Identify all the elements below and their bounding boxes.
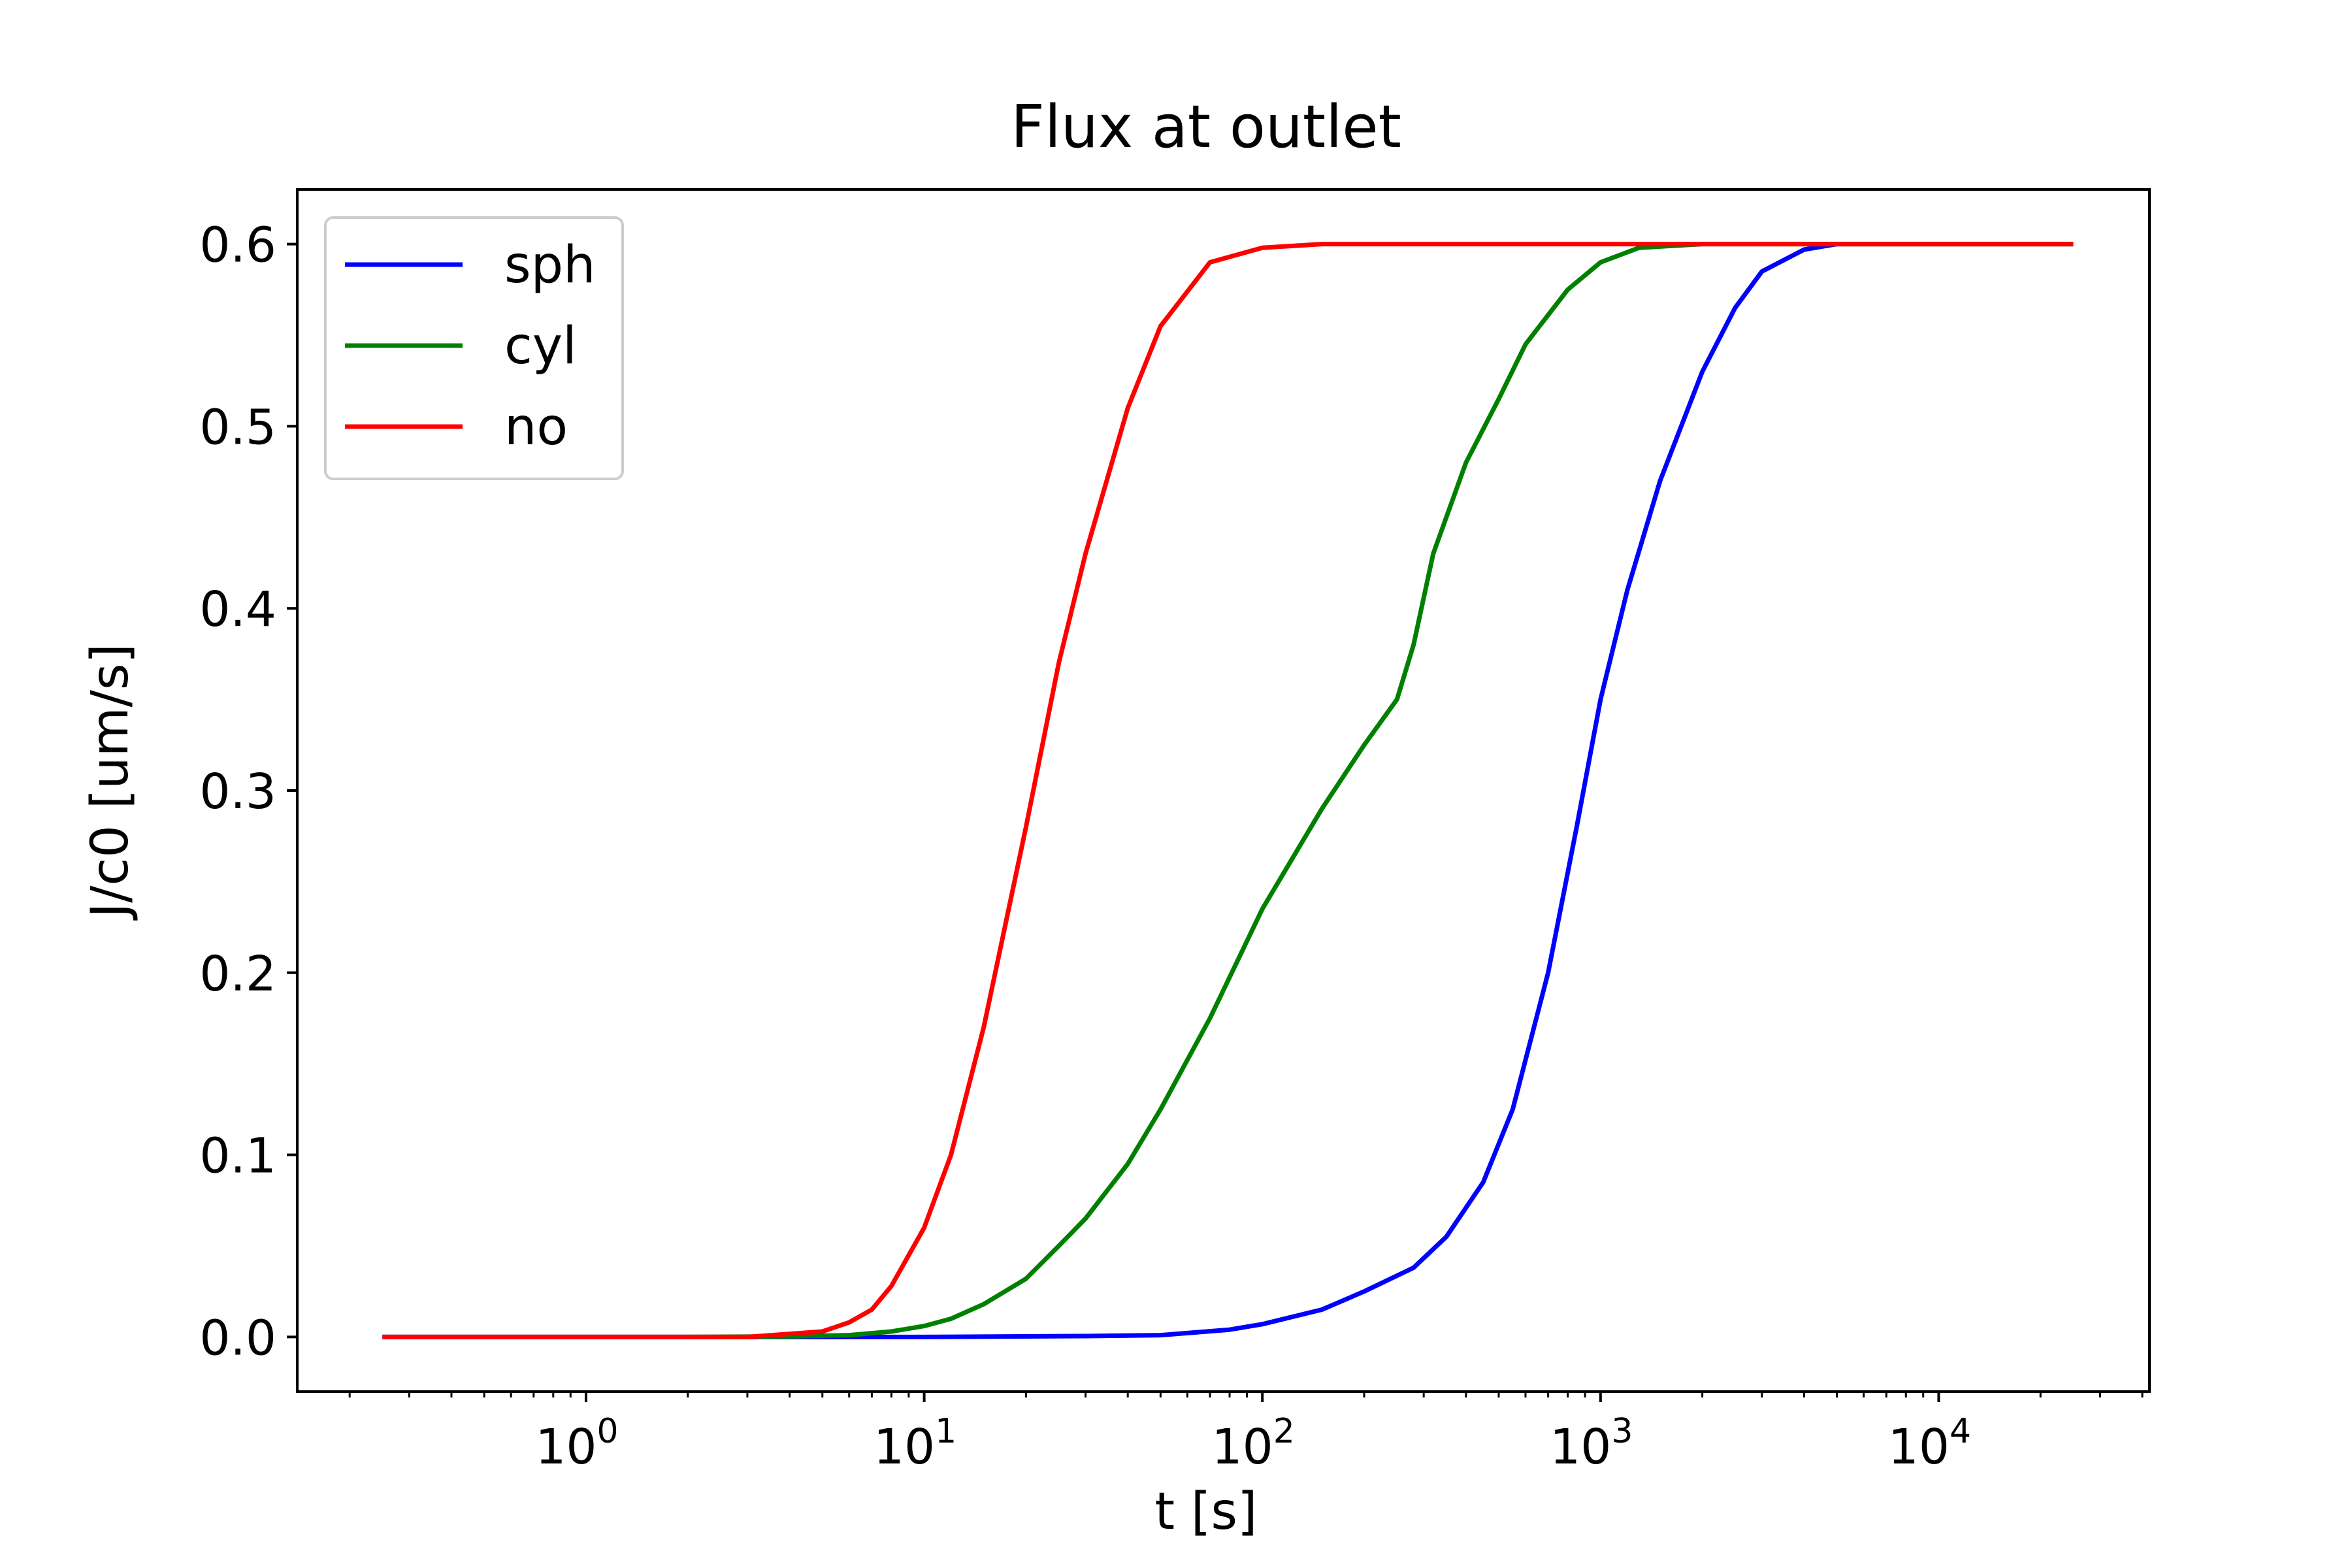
x-tick-label: 103 [1550,1412,1633,1475]
series-layer [382,242,2074,1339]
x-tick-label: 102 [1212,1412,1295,1475]
y-tick-label: 0.3 [199,764,276,820]
x-tick-base: 10 [874,1419,935,1475]
series-line-sph [382,242,2074,1339]
chart-title: Flux at outlet [1011,93,1401,161]
legend-box [324,216,624,480]
x-tick-base: 10 [1212,1419,1273,1475]
series-line-cyl [382,242,2074,1339]
x-tick-exponent: 4 [1950,1412,1971,1451]
y-tick-label: 0.2 [199,946,276,1002]
x-tick-exponent: 1 [935,1412,956,1451]
x-tick-label: 101 [874,1412,956,1475]
legend-label-cyl: cyl [504,317,577,376]
y-tick-label: 0.6 [199,218,276,274]
legend: sph cyl no [324,216,624,480]
x-tick-base: 10 [535,1419,596,1475]
series-line-no [382,242,2074,1339]
x-tick-exponent: 2 [1273,1412,1295,1451]
y-tick-label: 0.5 [199,399,276,455]
y-tick-label: 0.1 [199,1128,276,1184]
legend-label-sph: sph [504,236,596,295]
y-axis-label: J/c0 [um/s] [81,644,140,921]
x-tick-base: 10 [1550,1419,1611,1475]
y-tick-label: 0.0 [199,1310,276,1366]
x-tick-exponent: 0 [597,1412,619,1451]
plot-frame [296,188,2151,1393]
x-tick-label: 100 [535,1412,618,1475]
x-tick-label: 104 [1888,1412,1971,1475]
x-tick-base: 10 [1888,1419,1950,1475]
legend-label-no: no [504,398,568,457]
x-axis-label: t [s] [1155,1482,1258,1541]
x-tick-exponent: 3 [1611,1412,1633,1451]
y-tick-label: 0.4 [199,581,276,638]
